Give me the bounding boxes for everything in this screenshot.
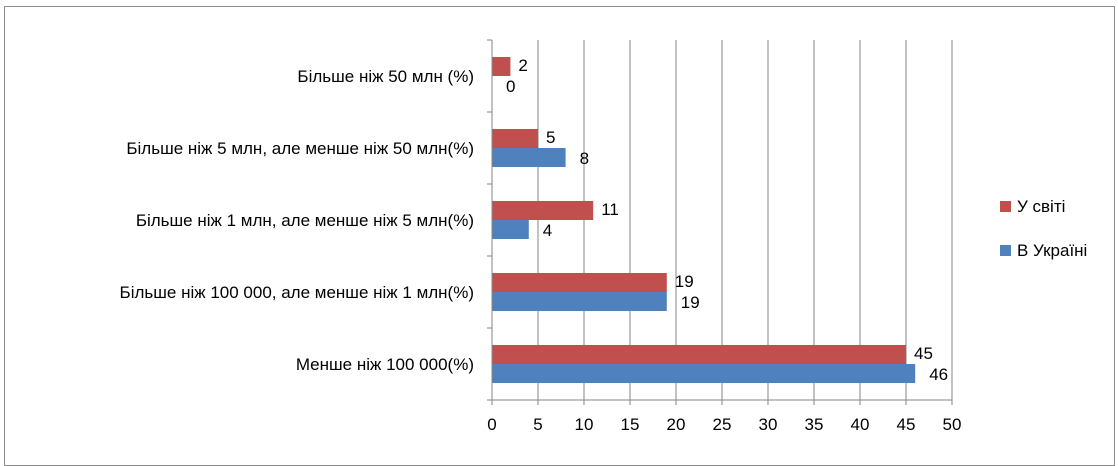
data-label-world: 2 [518,56,527,75]
chart-frame [4,6,1115,466]
gridlines [537,40,953,400]
x-tick-label: 5 [533,415,542,434]
bar-world [492,57,511,76]
category-label: Менше ніж 100 000(%) [296,355,474,374]
category-label: Більше ніж 50 млн (%) [297,67,474,86]
data-label-world: 19 [675,272,694,291]
x-tick-label: 20 [667,415,686,434]
data-label-world: 11 [601,200,619,219]
data-label-world: 5 [546,128,555,147]
bar-world [492,273,667,292]
bar-world [492,129,538,148]
data-label-ukraine: 0 [506,77,515,96]
legend-swatch [1000,245,1011,256]
bar-ukraine [492,292,667,311]
data-label-ukraine: 8 [580,149,589,168]
x-tick-labels: 0 5 10 15 20 25 30 35 40 45 50 [487,415,961,434]
x-tick-label: 35 [805,415,824,434]
bar-ukraine [492,364,916,383]
data-label-ukraine: 4 [543,221,552,240]
x-tick-label: 50 [943,415,962,434]
bar-world [492,345,906,364]
category-labels: Менше ніж 100 000(%) Більше ніж 100 000, … [120,67,474,374]
x-tick-label: 0 [487,415,496,434]
x-tick-label: 40 [851,415,870,434]
x-tick-label: 30 [759,415,778,434]
legend-swatch [1000,201,1011,212]
x-tick-label: 25 [713,415,732,434]
x-tick-label: 45 [897,415,916,434]
data-label-world: 45 [914,344,933,363]
legend-label: У світі [1017,197,1065,216]
data-label-ukraine: 46 [929,365,948,384]
axes [487,39,953,405]
x-tick-label: 15 [621,415,640,434]
bar-ukraine [492,220,529,239]
legend: У світі В Україні [1000,197,1087,260]
bars [492,57,916,383]
category-label: Більше ніж 100 000, але менше ніж 1 млн(… [120,283,474,302]
bar-ukraine [492,148,566,167]
bar-world [492,201,594,220]
data-label-ukraine: 19 [681,293,700,312]
bar-chart: 0 5 10 15 20 25 30 35 40 45 50 Менше ніж 100 000(%… [120,39,1087,434]
legend-label: В Україні [1017,241,1087,260]
x-tick-label: 10 [575,415,594,434]
category-label: Більше ніж 5 млн, але менше ніж 50 млн(%… [126,139,474,158]
category-label: Більше ніж 1 млн, але менше ніж 5 млн(%) [136,211,474,230]
